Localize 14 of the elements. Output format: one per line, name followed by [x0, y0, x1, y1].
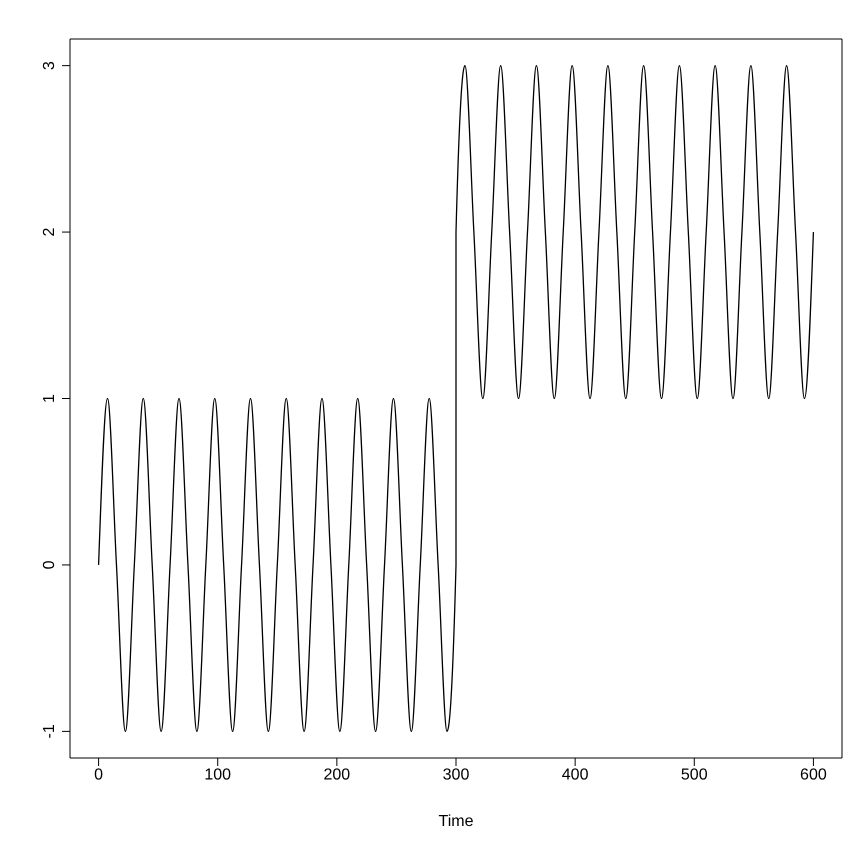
y-tick-label: -1 [41, 724, 58, 738]
x-axis-title: Time [438, 813, 474, 830]
x-tick-label: 0 [94, 766, 104, 784]
x-tick-label: 200 [324, 766, 350, 784]
x-tick-label: 400 [562, 766, 589, 784]
x-tick-label: 100 [204, 766, 232, 784]
x-tick-label: 500 [680, 766, 708, 784]
x-tick-label: 600 [800, 766, 827, 784]
y-tick-label: 1 [41, 394, 58, 403]
y-tick-label: 3 [41, 61, 58, 70]
x-tick-label: 300 [442, 766, 470, 784]
y-tick-label: 0 [41, 560, 58, 570]
y-tick-label: 2 [41, 228, 58, 237]
line-series [98, 64, 814, 732]
